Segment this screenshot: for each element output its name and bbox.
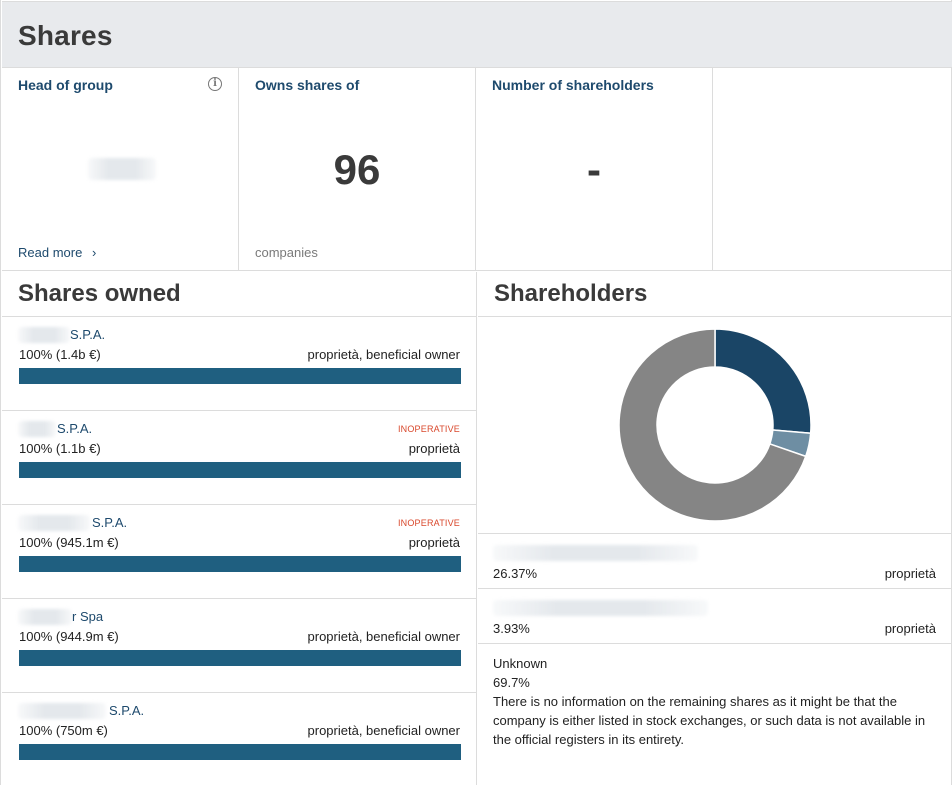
company-link[interactable]: S.P.A. [109,703,145,718]
redacted-name [18,703,106,719]
info-icon[interactable]: i [208,77,222,91]
shareholder-item: 26.37% proprietà [478,534,952,589]
ownership-bar-fill [19,556,461,572]
kpi-shareholders-count: Number of shareholders - [476,68,713,271]
read-more-link[interactable]: Read more › [18,245,96,260]
unknown-percent: 69.7% [493,675,530,690]
shareholders-section: Shareholders 26.37% proprietà 3.93% prop… [478,272,952,785]
share-role: proprietà [408,535,460,550]
kpi-title: Head of group [18,77,113,93]
shareholder-percent: 3.93% [493,621,530,636]
status-badge: INOPERATIVE [397,518,460,528]
shareholders-donut-chart [619,329,811,521]
share-item: r Spa 100% (944.9m €) proprietà, benefic… [2,599,476,693]
share-percent: 100% (945.1m €) [19,535,119,550]
donut-slice-shareholder-1[interactable] [714,329,811,435]
ownership-bar [19,556,461,572]
share-role: proprietà, beneficial owner [307,723,460,738]
share-role: proprietà, beneficial owner [307,347,460,362]
kpi-title: Number of shareholders [492,77,654,93]
kpi-head-of-group: Head of group i Read more › [2,68,239,271]
share-item: S.P.A. 100% (1.4b €) proprietà, benefici… [2,317,476,411]
unknown-note: There is no information on the remaining… [493,694,926,747]
chevron-right-icon: › [91,245,97,260]
ownership-bar-fill [19,650,461,666]
shareholder-item: 3.93% proprietà [478,589,952,644]
panel-title: Shares [18,20,113,51]
redacted-name [18,421,56,437]
redacted-name [493,600,708,616]
kpi-owns-shares: Owns shares of 96 companies [239,68,476,271]
share-item: S.P.A. INOPERATIVE 100% (945.1m €) propr… [2,505,476,599]
kpi-title: Owns shares of [255,77,360,93]
divider [2,316,476,317]
shares-owned-section: Shares owned S.P.A. 100% (1.4b €) propri… [2,272,477,785]
ownership-bar [19,462,461,478]
section-title: Shares owned [18,280,181,307]
shareholder-role: proprietà [884,566,936,581]
kpi-empty [713,68,952,271]
unknown-label: Unknown [493,656,548,671]
ownership-bar-fill [19,744,461,760]
share-percent: 100% (1.1b €) [19,441,101,456]
share-item: S.P.A. INOPERATIVE 100% (1.1b €) proprie… [2,411,476,505]
divider [478,316,952,317]
panel-header: Shares [2,1,952,68]
company-link[interactable]: S.P.A. [57,421,93,436]
company-link[interactable]: S.P.A. [92,515,128,530]
share-percent: 100% (1.4b €) [19,347,101,362]
kpi-value: 96 [333,146,381,193]
redacted-name [18,515,90,531]
share-item: S.P.A. 100% (750m €) proprietà, benefici… [2,693,476,785]
ownership-bar-fill [19,462,461,478]
divider [478,533,952,534]
ownership-bar [19,744,461,760]
company-link[interactable]: S.P.A. [70,327,106,342]
kpi-value: - [587,146,601,193]
ownership-bar [19,650,461,666]
section-title: Shareholders [494,280,648,307]
share-percent: 100% (944.9m €) [19,629,119,644]
kpi-unit: companies [255,245,318,260]
share-percent: 100% (750m €) [19,723,108,738]
unknown-shareholders: Unknown 69.7% There is no information on… [493,654,938,749]
ownership-bar-fill [19,368,461,384]
company-link[interactable]: r Spa [72,609,104,624]
group-logo [88,158,156,180]
shareholder-percent: 26.37% [493,566,538,581]
shareholder-role: proprietà [884,621,936,636]
donut-slice-unknown[interactable] [619,329,807,521]
share-role: proprietà [408,441,460,456]
redacted-name [493,545,698,561]
kpi-row: Head of group i Read more › Owns shares … [2,68,952,271]
redacted-name [18,609,72,625]
read-more-label: Read more [18,245,83,260]
share-role: proprietà, beneficial owner [307,629,460,644]
status-badge: INOPERATIVE [397,424,460,434]
redacted-name [18,327,70,343]
ownership-bar [19,368,461,384]
